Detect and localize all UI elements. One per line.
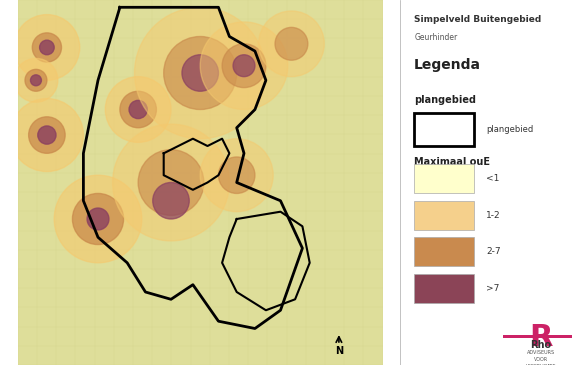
FancyBboxPatch shape: [414, 237, 474, 266]
Circle shape: [25, 69, 47, 91]
Text: R: R: [529, 323, 553, 352]
Text: Maximaal ouE: Maximaal ouE: [414, 157, 490, 167]
Text: plangebied: plangebied: [486, 125, 534, 134]
Text: Simpelveld Buitengebied: Simpelveld Buitengebied: [414, 15, 541, 24]
Circle shape: [113, 124, 229, 241]
Circle shape: [134, 7, 266, 139]
FancyBboxPatch shape: [414, 113, 474, 146]
Circle shape: [200, 22, 288, 110]
Text: ADVISEURS
VOOR
LEEFRUIMTE: ADVISEURS VOOR LEEFRUIMTE: [526, 350, 557, 365]
Circle shape: [153, 182, 189, 219]
Circle shape: [38, 126, 56, 144]
Circle shape: [275, 27, 308, 60]
Circle shape: [200, 139, 273, 212]
Circle shape: [39, 40, 54, 55]
Circle shape: [233, 55, 255, 77]
Circle shape: [120, 91, 156, 128]
FancyBboxPatch shape: [414, 274, 474, 303]
Circle shape: [14, 58, 58, 102]
Text: 2-7: 2-7: [486, 247, 501, 256]
Text: Geurhinder: Geurhinder: [414, 33, 458, 42]
Circle shape: [105, 77, 171, 142]
Text: <1: <1: [486, 174, 499, 183]
Circle shape: [182, 55, 219, 91]
Circle shape: [219, 157, 255, 193]
FancyBboxPatch shape: [414, 201, 474, 230]
Text: Rho: Rho: [531, 340, 551, 350]
Circle shape: [222, 44, 266, 88]
Circle shape: [129, 100, 147, 119]
Circle shape: [54, 175, 142, 263]
Text: Legenda: Legenda: [414, 58, 481, 72]
Circle shape: [164, 36, 237, 110]
FancyBboxPatch shape: [414, 164, 474, 193]
Circle shape: [138, 150, 204, 215]
Text: plangebied: plangebied: [414, 95, 476, 105]
Text: 1-2: 1-2: [486, 211, 501, 220]
Circle shape: [14, 15, 80, 80]
Circle shape: [73, 193, 124, 245]
Circle shape: [10, 99, 84, 172]
Circle shape: [29, 117, 65, 153]
Circle shape: [32, 33, 62, 62]
Circle shape: [30, 75, 41, 86]
Text: N: N: [335, 346, 343, 356]
Bar: [503, 335, 572, 338]
Text: >7: >7: [486, 284, 499, 293]
Circle shape: [259, 11, 324, 77]
Circle shape: [87, 208, 109, 230]
